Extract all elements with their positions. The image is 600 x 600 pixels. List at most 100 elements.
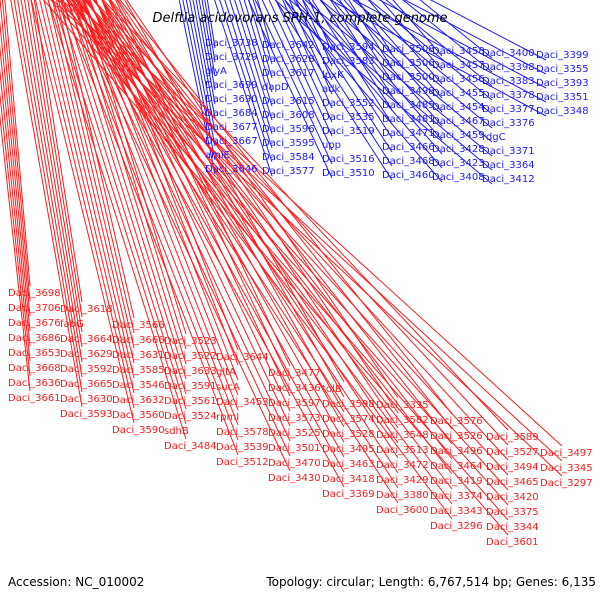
forward-label-leader <box>320 0 493 143</box>
reverse-label-leader <box>101 0 399 444</box>
forward-gene-label: lpxK <box>322 70 344 81</box>
reverse-label-leader <box>43 0 509 536</box>
reverse-gene-label: Daci_3484 <box>164 441 217 452</box>
forward-gene-label: Daci_3376 <box>482 118 535 129</box>
reverse-label-leader <box>65 0 509 491</box>
reverse-gene-label: Daci_3592 <box>60 364 113 375</box>
forward-gene-label: Daci_3646 <box>205 164 258 175</box>
forward-gene-label: Daci_3393 <box>536 78 589 89</box>
reverse-gene-label: Daci_3344 <box>486 522 539 533</box>
reverse-label-leader <box>72 0 239 426</box>
forward-gene-label: Daci_3454 <box>432 102 485 113</box>
reverse-label-leader <box>81 0 291 442</box>
reverse-label-leader <box>27 0 83 333</box>
forward-label-leader <box>284 0 443 183</box>
reverse-gene-label: Daci_3630 <box>60 394 113 405</box>
reverse-gene-label: Daci_3539 <box>216 442 269 453</box>
reverse-gene-label: Daci_3686 <box>8 333 61 344</box>
reverse-gene-label: Daci_3528 <box>322 429 375 440</box>
reverse-label-leader <box>4 0 31 287</box>
reverse-label-leader <box>83 0 239 396</box>
reverse-label-leader <box>52 0 187 425</box>
reverse-gene-label: Daci_3590 <box>112 425 165 436</box>
reverse-label-leader <box>84 0 453 475</box>
forward-gene-label: Daci_3399 <box>536 50 589 61</box>
forward-gene-label: Daci_3455 <box>432 88 485 99</box>
reverse-label-leader <box>0 91 31 377</box>
forward-gene-label: Daci_3458 <box>432 46 485 57</box>
forward-label-leader <box>247 0 333 179</box>
reverse-label-leader <box>94 0 291 412</box>
reverse-gene-label: Daci_3463 <box>322 459 375 470</box>
forward-label-leader <box>329 0 547 117</box>
reverse-gene-label: fabG <box>60 319 84 330</box>
reverse-gene-label: Daci_3420 <box>486 492 539 503</box>
reverse-gene-label: Daci_3600 <box>376 505 429 516</box>
reverse-gene-label: Daci_3653 <box>8 348 61 359</box>
reverse-label-leader <box>57 0 509 506</box>
reverse-gene-label: Daci_3573 <box>268 413 321 424</box>
reverse-gene-label: Daci_3453 <box>216 397 269 408</box>
reverse-label-leader <box>95 0 239 366</box>
reverse-label-leader <box>57 0 187 410</box>
reverse-gene-label: Daci_3429 <box>376 475 429 486</box>
accession-label: Accession: NC_010002 <box>8 575 144 589</box>
forward-gene-label: Daci_3595 <box>262 138 315 149</box>
forward-gene-label: Daci_3377 <box>482 104 535 115</box>
forward-label-leader <box>293 0 393 153</box>
forward-gene-label: Daci_3466 <box>382 142 435 153</box>
reverse-label-leader <box>69 0 291 472</box>
forward-label-leader <box>403 0 547 75</box>
forward-gene-label: glyA <box>205 66 227 77</box>
reverse-label-leader <box>0 113 31 392</box>
forward-gene-label: Daci_3608 <box>262 110 315 121</box>
forward-gene-label: Daci_3364 <box>482 160 535 171</box>
reverse-label-leader <box>13 0 83 393</box>
forward-gene-label: Daci_3577 <box>262 166 315 177</box>
reverse-label-leader <box>115 0 291 367</box>
reverse-label-leader <box>70 0 399 504</box>
reverse-label-leader <box>23 0 83 348</box>
forward-gene-label: Daci_3584 <box>262 152 315 163</box>
forward-gene-label: Daci_3398 <box>482 62 535 73</box>
reverse-gene-label: Daci_3598 <box>322 399 375 410</box>
forward-gene-label: Daci_3412 <box>482 174 535 185</box>
forward-label-leader <box>289 0 493 171</box>
forward-gene-label: Daci_3400 <box>482 48 535 59</box>
forward-label-leader <box>429 0 547 61</box>
forward-gene-label: Daci_3351 <box>536 92 589 103</box>
reverse-label-leader <box>74 0 509 476</box>
forward-gene-label: Daci_3684 <box>205 108 258 119</box>
reverse-label-leader <box>116 0 345 398</box>
forward-label-leader <box>302 0 393 139</box>
reverse-gene-label: Daci_3664 <box>60 334 113 345</box>
reverse-label-leader <box>33 0 83 303</box>
forward-gene-label: Daci_3508 <box>382 44 435 55</box>
forward-gene-label: Daci_3729 <box>205 52 258 63</box>
reverse-gene-label: Daci_3430 <box>268 473 321 484</box>
forward-gene-label: Daci_3535 <box>322 112 375 123</box>
reverse-gene-labels: Daci_3698Daci_3706Daci_3676Daci_3686Daci… <box>8 288 593 548</box>
forward-gene-label: Daci_3485 <box>382 100 435 111</box>
reverse-gene-label: rpmI <box>216 412 239 423</box>
reverse-label-leader <box>93 0 399 459</box>
reverse-gene-label: Daci_3375 <box>486 507 539 518</box>
reverse-label-leader <box>92 0 453 460</box>
forward-label-leader <box>353 0 547 103</box>
reverse-gene-label: Daci_3523 <box>164 336 217 347</box>
reverse-gene-label: Daci_3494 <box>486 462 539 473</box>
reverse-gene-label: Daci_3525 <box>268 428 321 439</box>
reverse-gene-label: sucA <box>216 382 240 393</box>
forward-gene-label: Daci_3355 <box>536 64 589 75</box>
reverse-gene-label: Daci_3464 <box>430 461 483 472</box>
reverse-gene-label: Daci_3601 <box>486 537 539 548</box>
reverse-gene-label: Daci_3593 <box>60 409 113 420</box>
reverse-label-leader <box>0 0 31 317</box>
forward-gene-label: Daci_3481 <box>382 114 435 125</box>
genome-summary: Topology: circular; Length: 6,767,514 bp… <box>265 575 596 589</box>
forward-label-leader <box>378 0 547 89</box>
forward-gene-label: Daci_3456 <box>432 74 485 85</box>
reverse-label-leader <box>51 0 135 349</box>
forward-gene-label: Daci_3467 <box>432 116 485 127</box>
